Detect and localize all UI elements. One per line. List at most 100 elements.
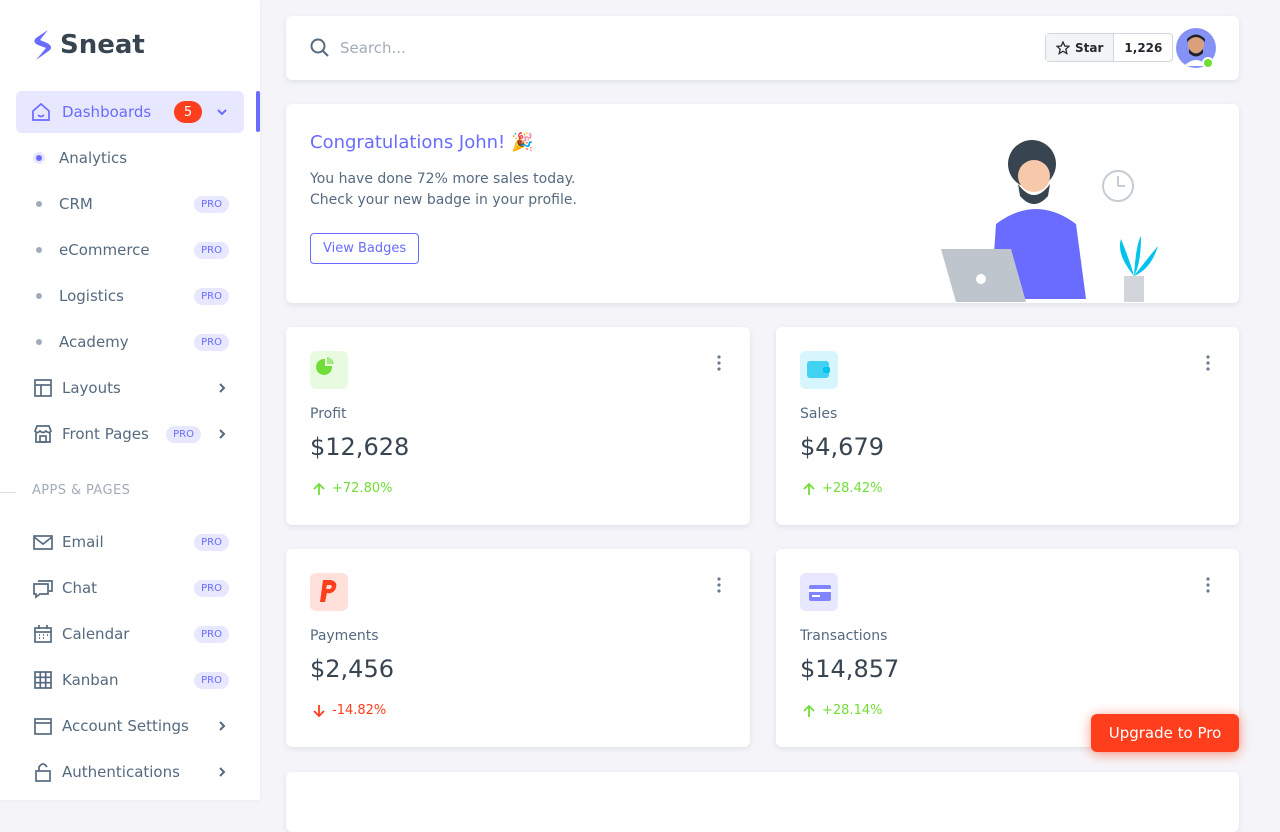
- nav-icon: [33, 535, 53, 550]
- welcome-title: Congratulations John! 🎉: [310, 132, 534, 153]
- stat-label: Transactions: [800, 628, 888, 644]
- brand-logo: [34, 30, 51, 60]
- nav-badge: PRO: [194, 625, 229, 643]
- nav-label: Layouts: [62, 379, 121, 397]
- nav-label: Kanban: [62, 671, 119, 689]
- brand-name: Sneat: [60, 30, 145, 60]
- nav-label: Dashboards: [62, 103, 152, 121]
- stat-glyph: [316, 357, 334, 375]
- more-menu[interactable]: [1205, 354, 1211, 376]
- nav-label: Front Pages: [62, 425, 149, 443]
- nav-badge: 5: [174, 101, 202, 123]
- more-icon: [717, 355, 721, 371]
- upgrade-button[interactable]: Upgrade to Pro: [1091, 714, 1239, 752]
- navbar: Search... Star 1,226: [286, 16, 1239, 80]
- stat-value: $14,857: [800, 655, 900, 683]
- nav-label: Authentications: [62, 763, 180, 781]
- stat-glyph: [809, 585, 831, 601]
- welcome-text: You have done 72% more sales today. Chec…: [310, 169, 577, 211]
- submenu-item[interactable]: Academy PRO: [16, 321, 244, 363]
- submenu-item[interactable]: eCommerce PRO: [16, 229, 244, 271]
- stat-glyph: [320, 580, 337, 602]
- stat-label: Profit: [310, 406, 347, 422]
- stat-change: +28.14%: [802, 703, 882, 718]
- nav-item[interactable]: Dashboards 5: [16, 91, 244, 133]
- nav-arrow: [214, 718, 230, 734]
- star-icon: [1056, 40, 1070, 55]
- chevron-right: [219, 429, 226, 439]
- section-line: [0, 492, 16, 493]
- nav-item[interactable]: Front Pages PRO: [16, 413, 244, 455]
- submenu-item[interactable]: Analytics: [16, 137, 244, 179]
- github-star[interactable]: Star 1,226: [1045, 33, 1174, 62]
- star-count: 1,226: [1124, 40, 1163, 55]
- nav-arrow: [214, 764, 230, 780]
- nav-icon: [33, 580, 53, 599]
- next-card: [286, 772, 1239, 832]
- nav-item[interactable]: Layouts: [16, 367, 244, 409]
- nav-badge: PRO: [166, 425, 201, 443]
- more-icon: [1206, 577, 1210, 593]
- submenu-item[interactable]: Logistics PRO: [16, 275, 244, 317]
- change-value: -14.82%: [332, 703, 387, 718]
- trend-arrow: [313, 482, 325, 495]
- search-input[interactable]: Search...: [340, 39, 406, 57]
- nav-icon: [34, 425, 52, 443]
- bullet: [36, 293, 42, 299]
- nav-item[interactable]: Account Settings: [16, 705, 244, 747]
- change-value: +28.42%: [822, 481, 883, 496]
- change-value: +28.14%: [822, 703, 883, 718]
- nav-icon: [34, 625, 52, 643]
- nav-label: CRM: [59, 195, 93, 213]
- trend-arrow: [803, 482, 815, 495]
- nav-arrow: [214, 426, 230, 442]
- stat-icon: [800, 573, 838, 611]
- more-menu[interactable]: [716, 354, 722, 376]
- more-menu[interactable]: [1205, 576, 1211, 598]
- nav-label: Calendar: [62, 625, 130, 643]
- stat-card: Profit $12,628 +72.80%: [286, 327, 750, 525]
- search-icon: [310, 38, 329, 57]
- stat-change: +28.42%: [802, 481, 882, 496]
- nav-icon: [34, 718, 52, 735]
- avatar[interactable]: [1176, 28, 1218, 70]
- change-value: +72.80%: [332, 481, 393, 496]
- bullet: [36, 339, 42, 345]
- more-menu[interactable]: [716, 576, 722, 598]
- nav-badge: PRO: [194, 241, 229, 259]
- stat-label: Payments: [310, 628, 379, 644]
- trend-arrow: [313, 704, 325, 717]
- nav-badge: PRO: [194, 195, 229, 213]
- chevron-right: [219, 721, 226, 731]
- bullet: [36, 155, 42, 161]
- stat-card: Sales $4,679 +28.42%: [776, 327, 1239, 525]
- nav-item[interactable]: Chat PRO: [16, 567, 244, 609]
- nav-item[interactable]: Email PRO: [16, 521, 244, 563]
- nav-icon: [32, 102, 50, 121]
- nav-badge: PRO: [194, 671, 229, 689]
- nav-badge: PRO: [194, 533, 229, 551]
- star-label: Star: [1075, 40, 1104, 55]
- stat-value: $2,456: [310, 655, 394, 683]
- nav-label: Chat: [62, 579, 98, 597]
- nav-label: Logistics: [59, 287, 124, 305]
- submenu-item[interactable]: CRM PRO: [16, 183, 244, 225]
- nav-item[interactable]: Calendar PRO: [16, 613, 244, 655]
- stat-value: $4,679: [800, 433, 884, 461]
- more-icon: [1206, 355, 1210, 371]
- section-title: APPS & PAGES: [32, 483, 131, 498]
- nav-label: Email: [62, 533, 104, 551]
- brand[interactable]: Sneat: [30, 28, 145, 62]
- trend-arrow: [803, 704, 815, 717]
- page: Sneat APPS & PAGES Dashboards 5 Analytics C…: [0, 16, 1239, 793]
- nav-badge: PRO: [194, 287, 229, 305]
- stat-icon: [800, 351, 838, 389]
- nav-item[interactable]: Kanban PRO: [16, 659, 244, 701]
- view-badges-button[interactable]: View Badges: [310, 233, 420, 264]
- nav-icon: [35, 763, 51, 782]
- nav-icon: [34, 379, 52, 397]
- active-indicator: [256, 91, 260, 132]
- stat-card: Transactions $14,857 +28.14%: [776, 549, 1239, 747]
- nav-item[interactable]: Authentications: [16, 751, 244, 793]
- nav-icon: [34, 671, 52, 689]
